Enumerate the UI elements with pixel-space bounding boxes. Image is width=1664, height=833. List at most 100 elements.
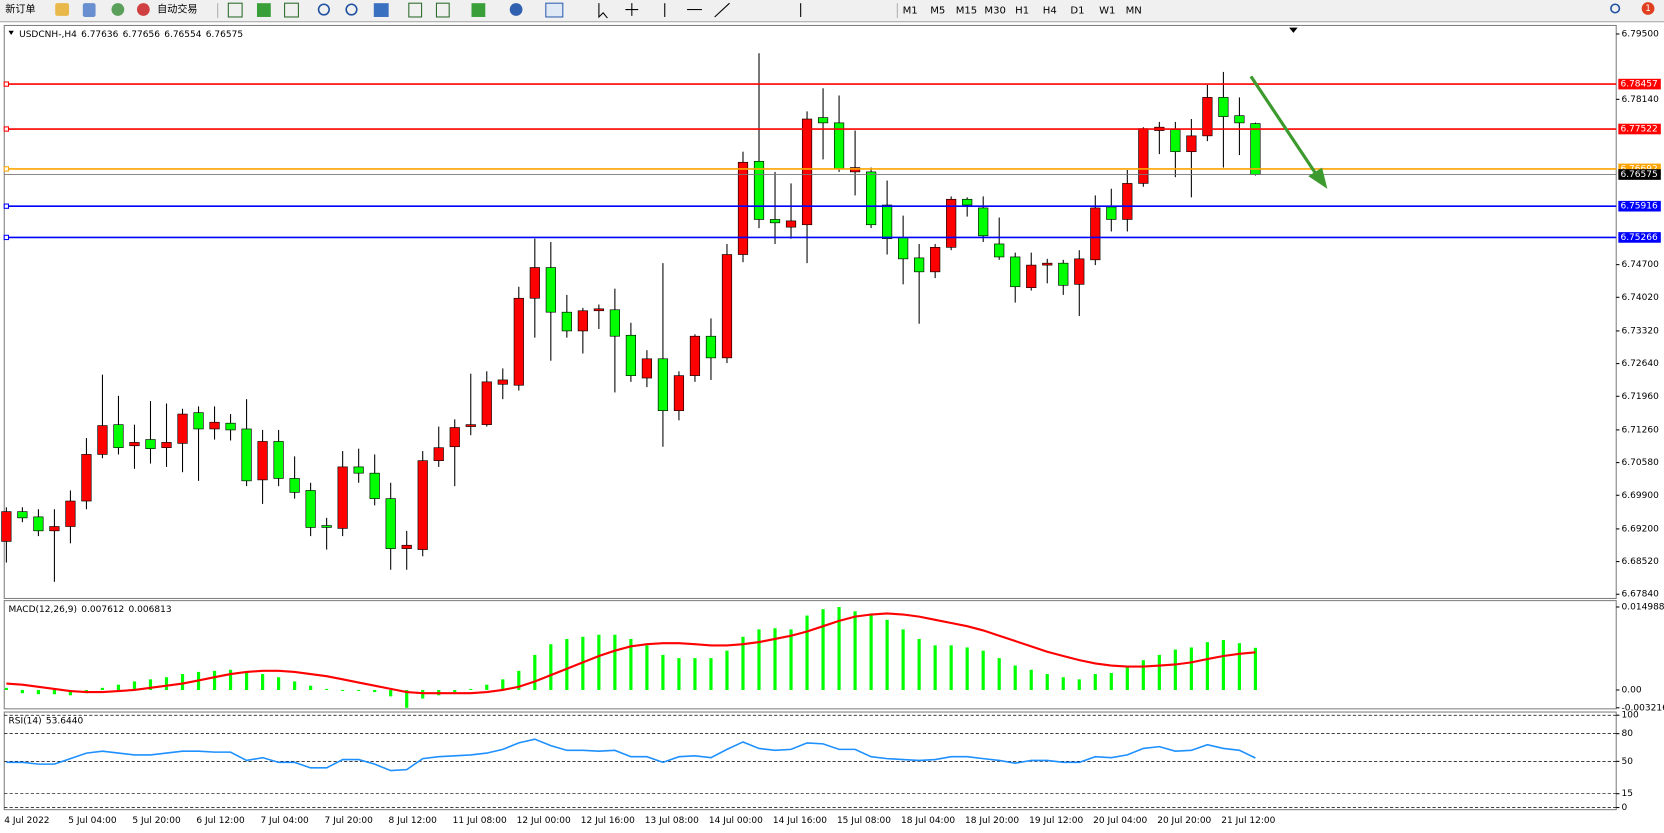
trendline-tool[interactable] bbox=[714, 2, 730, 18]
timeframe-button[interactable]: D1 bbox=[1070, 6, 1084, 17]
macd-bar bbox=[1109, 672, 1113, 690]
candle-body bbox=[1058, 262, 1069, 286]
macd-bar bbox=[485, 684, 489, 690]
macd-bar bbox=[1173, 649, 1177, 690]
timeframe-button[interactable]: M1 bbox=[903, 6, 918, 17]
candle-body bbox=[593, 308, 604, 312]
candle-body bbox=[193, 412, 204, 430]
macd-bar bbox=[709, 658, 713, 690]
candle-body bbox=[97, 425, 108, 455]
macd-bar bbox=[533, 654, 537, 690]
macd-bar bbox=[212, 670, 217, 690]
zoom-out[interactable] bbox=[345, 3, 358, 16]
candle-body bbox=[337, 466, 348, 529]
current-price-label: 6.76575 bbox=[1620, 170, 1657, 180]
x-tick-label: 12 Jul 16:00 bbox=[581, 816, 635, 826]
icon[interactable] bbox=[373, 3, 389, 17]
new-order-button[interactable]: 新订单 bbox=[5, 3, 35, 16]
candle-body bbox=[401, 544, 412, 549]
y-tick-label: 0.014988 bbox=[1622, 602, 1664, 612]
notification-badge[interactable] bbox=[1641, 2, 1655, 15]
macd-bar bbox=[1237, 643, 1242, 690]
toolbar: 新订单 自动交易 M1 M5 M15 M30 H1 H4 D1 W1 MN bbox=[0, 0, 1664, 23]
candle-body bbox=[898, 237, 909, 260]
icon[interactable] bbox=[111, 3, 125, 16]
macd-bar bbox=[565, 638, 569, 690]
icon[interactable] bbox=[256, 3, 271, 17]
search-icon[interactable] bbox=[1610, 3, 1621, 14]
y-tick-label: -0.003216 bbox=[1622, 703, 1664, 713]
macd-bar bbox=[244, 671, 249, 690]
icon[interactable] bbox=[545, 2, 564, 18]
macd-bar bbox=[757, 629, 761, 690]
candle-body bbox=[1, 511, 12, 542]
timeframe-button[interactable]: M30 bbox=[984, 6, 1006, 17]
timeframe-button[interactable]: M15 bbox=[956, 6, 978, 17]
level-marker bbox=[3, 126, 10, 132]
icon[interactable] bbox=[227, 2, 243, 18]
candle-body bbox=[17, 511, 28, 519]
timeframe-button[interactable]: H4 bbox=[1043, 6, 1057, 17]
macd-bar bbox=[148, 679, 153, 690]
zoom-in[interactable] bbox=[317, 3, 330, 16]
candle-body bbox=[769, 219, 781, 224]
x-tick-label: 18 Jul 04:00 bbox=[901, 816, 955, 826]
candle-body bbox=[609, 309, 620, 337]
icon[interactable] bbox=[509, 3, 523, 16]
auto-trading-button[interactable]: 自动交易 bbox=[157, 3, 197, 16]
timeframe-button[interactable]: H1 bbox=[1015, 6, 1029, 17]
macd-bar bbox=[52, 689, 57, 695]
icon[interactable] bbox=[55, 3, 70, 16]
candle-body bbox=[225, 422, 236, 431]
y-tick-label: 0.00 bbox=[1622, 685, 1642, 695]
y-tick-label: 6.69900 bbox=[1622, 491, 1660, 501]
icon[interactable] bbox=[408, 2, 423, 18]
macd-bar bbox=[741, 636, 745, 690]
timeframe-button[interactable]: W1 bbox=[1099, 6, 1115, 17]
price-panel bbox=[3, 24, 1617, 600]
cursor-tool[interactable] bbox=[598, 3, 608, 19]
header-close: 6.76575 bbox=[206, 29, 243, 39]
icon[interactable] bbox=[284, 2, 299, 18]
candle-body bbox=[129, 442, 140, 447]
icon[interactable] bbox=[471, 3, 486, 17]
x-tick-label: 7 Jul 20:00 bbox=[325, 816, 374, 826]
symbol: USDCNH-,H4 bbox=[19, 29, 77, 39]
macd-bar bbox=[805, 615, 809, 690]
level-marker bbox=[3, 81, 10, 87]
candle-body bbox=[866, 171, 877, 226]
timeframe-button[interactable]: MN bbox=[1126, 6, 1142, 17]
macd-bar bbox=[1013, 665, 1017, 690]
icon[interactable] bbox=[435, 2, 450, 18]
signal-line bbox=[6, 612, 1256, 695]
icon[interactable] bbox=[82, 3, 96, 17]
candle-body bbox=[257, 441, 268, 481]
candle-body bbox=[721, 254, 733, 359]
macd-bar bbox=[997, 658, 1001, 690]
macd-bar bbox=[965, 647, 969, 690]
macd-bar bbox=[837, 606, 841, 690]
candle-body bbox=[353, 466, 364, 474]
macd-bar bbox=[164, 677, 169, 690]
candle-body bbox=[241, 428, 252, 482]
macd-bar bbox=[869, 613, 873, 690]
x-tick-label: 14 Jul 16:00 bbox=[773, 816, 827, 826]
macd-bar bbox=[1141, 660, 1145, 690]
crosshair-tool[interactable] bbox=[625, 3, 639, 16]
x-tick-label: 20 Jul 20:00 bbox=[1157, 816, 1211, 826]
auto-trading-icon[interactable] bbox=[136, 3, 150, 16]
timeframe-button[interactable]: M5 bbox=[930, 6, 945, 17]
candle-body bbox=[1250, 123, 1261, 175]
macd-bar bbox=[917, 638, 921, 690]
candle-body bbox=[994, 243, 1005, 258]
macd-bar bbox=[36, 689, 40, 695]
candle-body bbox=[161, 442, 172, 449]
macd-bar bbox=[309, 685, 313, 690]
macd-bar bbox=[549, 644, 553, 690]
macd-bar bbox=[501, 679, 505, 690]
candle-body bbox=[481, 381, 492, 425]
macd-bar bbox=[293, 681, 297, 690]
candle-body bbox=[49, 526, 60, 532]
